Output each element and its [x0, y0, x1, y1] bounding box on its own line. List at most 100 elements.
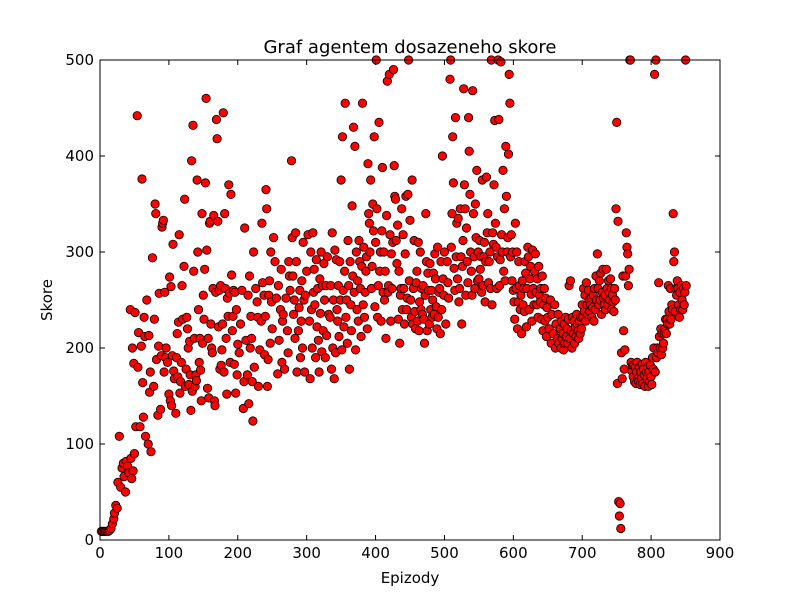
- data-point: [151, 209, 161, 219]
- data-point: [380, 266, 390, 276]
- data-point: [623, 280, 634, 291]
- data-point: [466, 266, 476, 276]
- data-point: [457, 319, 467, 329]
- data-point: [421, 209, 431, 219]
- data-point: [285, 285, 295, 295]
- data-point: [489, 180, 499, 190]
- data-point: [221, 333, 231, 343]
- x-tick-label: 300: [292, 544, 321, 562]
- data-point: [335, 256, 345, 267]
- data-point: [448, 178, 458, 188]
- data-point: [658, 338, 669, 348]
- data-point: [321, 330, 332, 341]
- data-point: [206, 319, 216, 329]
- data-point: [488, 228, 498, 238]
- data-point: [386, 249, 396, 259]
- data-point: [352, 276, 363, 286]
- data-point: [454, 297, 464, 307]
- data-point: [357, 98, 368, 108]
- data-point: [370, 302, 380, 312]
- data-point: [244, 399, 254, 409]
- x-tick-label: 900: [706, 544, 735, 562]
- data-point: [499, 204, 509, 214]
- data-point: [249, 362, 259, 372]
- data-point: [288, 271, 298, 281]
- data-point: [189, 266, 199, 276]
- data-point: [149, 381, 159, 391]
- data-point: [262, 204, 272, 214]
- data-point: [388, 65, 399, 75]
- data-point: [601, 264, 611, 274]
- data-point: [247, 376, 257, 387]
- data-point: [211, 114, 221, 125]
- data-point: [618, 326, 629, 336]
- data-point: [282, 326, 292, 336]
- data-point: [412, 266, 422, 276]
- data-point: [268, 233, 279, 243]
- data-point: [611, 204, 621, 214]
- data-point: [681, 280, 691, 291]
- data-point: [539, 283, 549, 294]
- data-point: [177, 280, 187, 291]
- data-point: [464, 146, 474, 156]
- data-point: [624, 264, 634, 274]
- data-point: [139, 312, 149, 322]
- data-point: [234, 348, 244, 358]
- data-point: [193, 247, 203, 257]
- data-point: [647, 379, 657, 390]
- data-point: [244, 271, 255, 281]
- data-point: [364, 218, 374, 228]
- data-point: [368, 226, 379, 236]
- data-point: [376, 316, 386, 326]
- y-axis-label: Skore: [38, 279, 56, 321]
- data-point: [499, 266, 509, 276]
- data-point: [373, 280, 383, 291]
- data-point: [249, 247, 259, 257]
- data-point: [263, 354, 273, 365]
- data-point: [372, 204, 382, 214]
- data-point: [172, 328, 182, 339]
- data-point: [512, 247, 522, 257]
- data-point: [166, 281, 176, 292]
- data-point: [306, 247, 316, 257]
- data-point: [669, 247, 680, 257]
- data-point: [377, 226, 387, 236]
- data-point: [397, 204, 407, 214]
- data-point: [465, 189, 475, 199]
- data-point: [156, 404, 166, 414]
- data-point: [136, 341, 146, 351]
- data-point: [186, 405, 196, 415]
- data-point: [617, 374, 627, 384]
- data-point: [491, 242, 501, 252]
- data-point: [470, 199, 480, 209]
- y-tick-label: 200: [65, 339, 94, 357]
- data-point: [521, 322, 532, 332]
- data-point: [199, 314, 209, 324]
- data-point: [266, 247, 276, 257]
- data-point: [135, 422, 145, 432]
- data-point: [495, 255, 505, 265]
- data-point: [425, 258, 435, 269]
- data-point: [441, 319, 451, 329]
- data-point: [381, 333, 391, 343]
- x-tick-label: 600: [499, 544, 528, 562]
- data-point: [200, 264, 210, 274]
- y-tick-label: 400: [65, 147, 94, 165]
- data-point: [394, 266, 404, 276]
- data-point: [128, 466, 138, 476]
- data-point: [261, 185, 271, 195]
- data-point: [290, 228, 301, 238]
- data-point: [305, 374, 315, 384]
- data-point: [147, 253, 157, 263]
- data-point: [419, 338, 430, 348]
- data-point: [381, 210, 392, 221]
- scatter-points: [96, 55, 691, 537]
- data-point: [143, 439, 153, 449]
- data-point: [339, 266, 350, 276]
- data-point: [344, 364, 354, 374]
- data-point: [392, 220, 403, 230]
- data-point: [242, 370, 252, 380]
- data-point: [231, 304, 241, 315]
- data-point: [362, 324, 372, 334]
